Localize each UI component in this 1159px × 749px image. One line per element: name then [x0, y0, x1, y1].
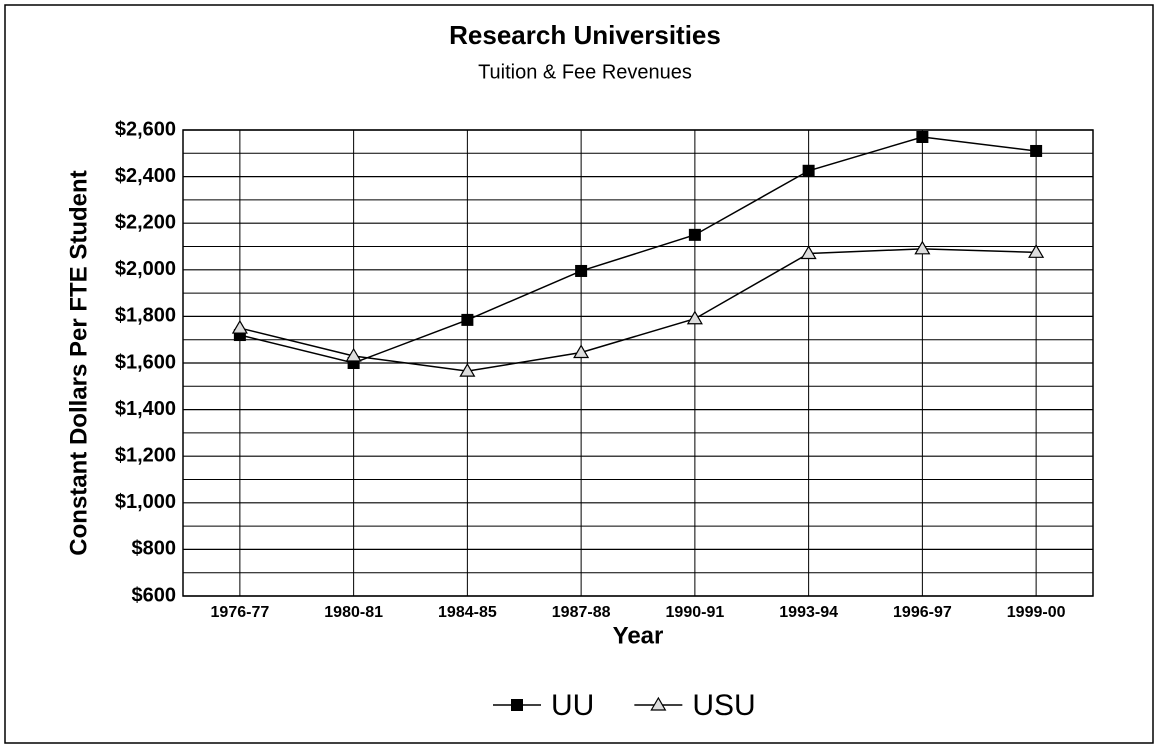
marker	[800, 245, 817, 260]
y-axis-label: Constant Dollars Per FTE Student	[65, 170, 92, 555]
x-tick-label: 1990-91	[666, 604, 725, 621]
y-tick-label: $1,200	[115, 444, 176, 466]
chart-subtitle: Tuition & Fee Revenues	[478, 61, 692, 83]
x-tick-label: 1987-88	[552, 604, 611, 621]
marker	[686, 310, 703, 325]
series-line	[239, 248, 1037, 372]
x-tick-label: 1980-81	[324, 604, 383, 621]
marker	[1028, 244, 1045, 258]
y-tick-label: $2,400	[115, 165, 176, 187]
x-tick-label: 1984-85	[438, 604, 497, 621]
y-tick-label: $1,400	[115, 398, 176, 420]
marker	[802, 164, 815, 177]
marker	[914, 240, 931, 255]
y-tick-label: $600	[132, 584, 177, 606]
y-tick-label: $2,000	[115, 258, 176, 280]
frame	[4, 4, 1154, 744]
x-axis-label: Year	[613, 622, 664, 649]
y-tick-label: $1,800	[115, 305, 176, 327]
marker	[231, 319, 248, 334]
y-tick-label: $1,600	[115, 351, 176, 373]
marker	[916, 130, 929, 143]
series-line	[239, 136, 1037, 364]
marker	[650, 696, 667, 711]
marker	[511, 699, 523, 711]
y-tick-label: $2,600	[115, 118, 176, 140]
y-tick-label: $800	[132, 538, 177, 560]
x-tick-label: 1996-97	[893, 604, 952, 621]
y-tick-label: $2,200	[115, 211, 176, 233]
x-tick-label: 1976-77	[211, 604, 270, 621]
x-tick-label: 1999-00	[1007, 604, 1066, 621]
marker	[459, 362, 476, 377]
legend-label: USU	[692, 689, 755, 722]
marker	[573, 344, 590, 359]
marker	[345, 347, 362, 362]
chart-title: Research Universities	[449, 20, 721, 50]
legend-label: UU	[551, 689, 594, 722]
marker	[461, 313, 474, 326]
y-tick-label: $1,000	[115, 491, 176, 513]
plot-border	[182, 129, 1094, 597]
marker	[688, 228, 701, 241]
marker	[575, 264, 588, 277]
x-tick-label: 1993-94	[779, 604, 838, 621]
marker	[1030, 144, 1043, 157]
